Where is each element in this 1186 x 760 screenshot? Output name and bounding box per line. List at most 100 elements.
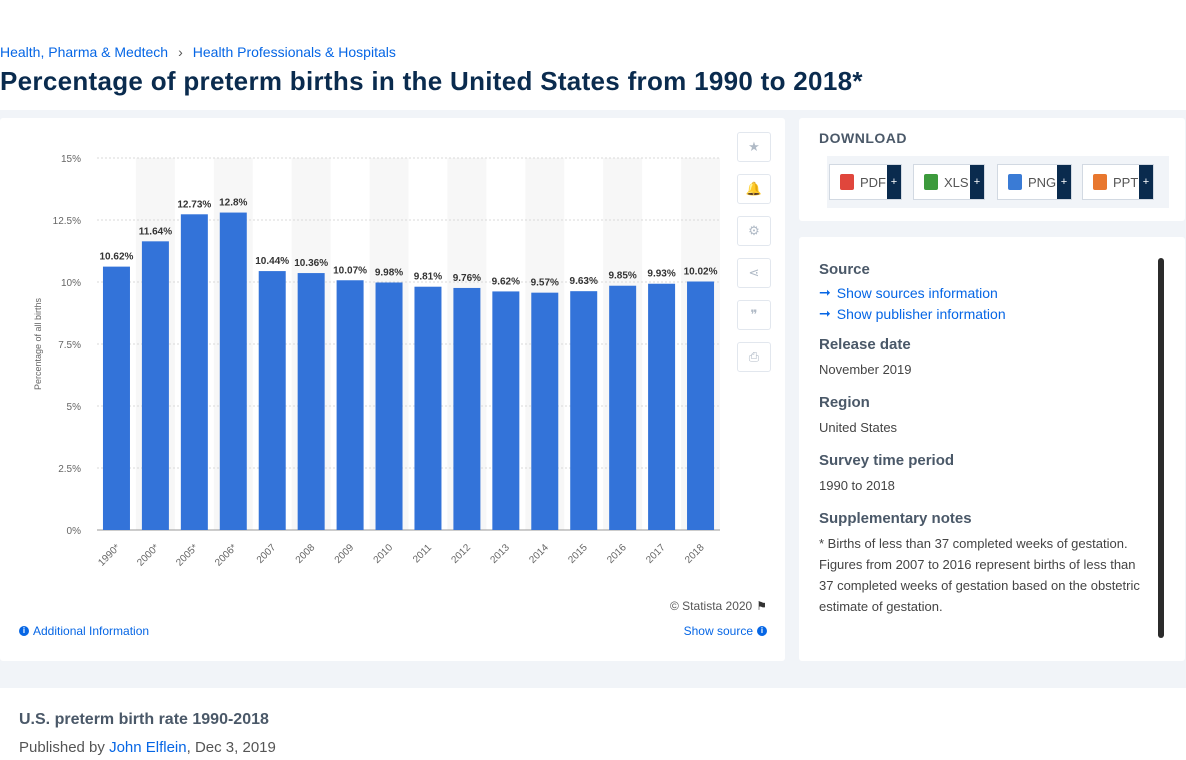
survey-period-value: 1990 to 2018 — [819, 478, 895, 493]
bar — [297, 273, 325, 530]
download-pdf-label: PDF — [860, 174, 886, 190]
bar — [492, 291, 520, 530]
data-label: 12.73% — [177, 199, 211, 210]
download-png-label: PNG — [1028, 174, 1057, 190]
source-label: Source — [819, 261, 870, 278]
data-label: 9.81% — [414, 272, 442, 283]
x-tick-label: 2013 — [488, 542, 512, 566]
share-icon: ⋖ — [748, 265, 760, 280]
x-tick-label: 1990* — [96, 542, 122, 568]
print-icon: ⎙ — [748, 349, 760, 364]
show-source-label: Show source — [683, 624, 753, 638]
plus-icon[interactable]: + — [887, 165, 901, 199]
data-label: 9.98% — [375, 267, 403, 278]
download-title: DOWNLOAD — [819, 130, 907, 146]
download-ppt-button[interactable]: PPT + — [1082, 164, 1154, 200]
breadcrumb-separator: › — [178, 44, 183, 60]
gear-button[interactable]: ⚙ — [737, 216, 771, 246]
favorite-button[interactable]: ★ — [737, 132, 771, 162]
supplementary-note-1: * Births of less than 37 completed weeks… — [819, 536, 1128, 551]
x-tick-label: 2000* — [135, 542, 161, 568]
release-date-value: November 2019 — [819, 362, 912, 377]
download-buttons: PDF + XLS + PNG + PPT + — [827, 156, 1169, 208]
favorite-icon: ★ — [748, 139, 760, 154]
bar-chart: 0% 2.5% 5% 7.5% 10% 12.5% 15% Percentage of all… — [33, 154, 720, 569]
y-axis-label: Percentage of all births — [33, 297, 43, 390]
x-tick-label: 2006* — [213, 542, 239, 568]
x-tick-label: 2005* — [174, 542, 200, 568]
copyright-text: © Statista 2020 — [670, 599, 753, 613]
show-publisher-link[interactable]: ➞ Show publisher information — [819, 305, 1149, 322]
data-label: 9.85% — [608, 271, 636, 282]
bar — [687, 281, 715, 530]
published-prefix: Published by — [19, 739, 110, 756]
download-xls-label: XLS — [944, 174, 969, 190]
bar — [414, 286, 442, 530]
additional-info-label: Additional Information — [33, 624, 150, 638]
data-label: 9.76% — [453, 273, 481, 284]
metadata-content: Source ➞ Show sources information ➞ Show… — [819, 261, 1149, 617]
statistic-summary: U.S. preterm birth rate 1990-2018 Publis… — [0, 688, 1186, 760]
bar — [570, 291, 598, 530]
x-tick-label: 2007 — [255, 542, 279, 566]
data-label: 9.62% — [492, 276, 520, 287]
bar — [102, 266, 130, 530]
page-header: Health, Pharma & Medtech › Health Profes… — [0, 0, 1186, 110]
quote-icon: ❞ — [750, 307, 758, 322]
data-label: 10.44% — [255, 256, 289, 267]
info-icon: i — [19, 626, 29, 636]
download-xls-button[interactable]: XLS + — [913, 164, 985, 200]
x-tick-label: 2008 — [294, 542, 318, 566]
flag-icon[interactable]: ⚑ — [756, 599, 767, 613]
x-tick-label: 2012 — [450, 542, 474, 566]
bar — [453, 287, 481, 530]
plus-icon[interactable]: + — [1139, 165, 1153, 199]
data-label: 9.57% — [531, 278, 559, 289]
breadcrumb-item-health[interactable]: Health, Pharma & Medtech — [0, 44, 169, 60]
bell-button[interactable]: 🔔 — [737, 174, 771, 204]
survey-period-label: Survey time period — [819, 452, 955, 469]
data-label: 10.02% — [684, 267, 718, 278]
author-link[interactable]: John Elflein — [109, 739, 187, 756]
breadcrumb-item-hospitals[interactable]: Health Professionals & Hospitals — [192, 44, 396, 60]
quote-button[interactable]: ❞ — [737, 300, 771, 330]
scrollbar[interactable] — [1158, 258, 1164, 638]
download-pdf-button[interactable]: PDF + — [829, 164, 902, 200]
data-label: 9.63% — [570, 276, 598, 287]
bar — [219, 212, 247, 530]
y-tick-label: 12.5% — [53, 216, 81, 227]
share-button[interactable]: ⋖ — [737, 258, 771, 288]
gear-icon: ⚙ — [748, 223, 760, 238]
region-label: Region — [819, 394, 870, 411]
chart-toolbar: ★ 🔔 ⚙ ⋖ ❞ ⎙ — [737, 132, 773, 384]
show-sources-link[interactable]: ➞ Show sources information — [819, 284, 1149, 301]
supplementary-note-2: Figures from 2007 to 2016 represent birt… — [819, 557, 1140, 614]
plus-icon[interactable]: + — [1057, 165, 1071, 199]
bar — [141, 241, 169, 530]
show-source-link[interactable]: Show source i — [684, 624, 767, 638]
bar — [531, 292, 559, 530]
png-file-icon — [1008, 174, 1022, 190]
y-tick-label: 0% — [67, 526, 82, 537]
data-label: 9.93% — [647, 269, 675, 280]
y-tick-label: 2.5% — [58, 464, 81, 475]
metadata-card: Source ➞ Show sources information ➞ Show… — [799, 237, 1185, 661]
xls-file-icon — [924, 174, 938, 190]
data-label: 12.8% — [219, 198, 247, 209]
bar — [258, 271, 286, 530]
download-png-button[interactable]: PNG + — [997, 164, 1072, 200]
ppt-file-icon — [1093, 174, 1107, 190]
x-tick-label: 2010 — [372, 542, 396, 566]
region-value: United States — [819, 420, 898, 435]
page-title: Percentage of preterm births in the Unit… — [0, 66, 863, 96]
data-label: 10.07% — [333, 265, 367, 276]
plus-icon[interactable]: + — [970, 165, 984, 199]
print-button[interactable]: ⎙ — [737, 342, 771, 372]
data-label: 10.36% — [294, 258, 328, 269]
bar — [180, 214, 208, 530]
x-tick-label: 2015 — [566, 542, 590, 566]
chart-card: 0% 2.5% 5% 7.5% 10% 12.5% 15% Percentage of all… — [0, 118, 785, 661]
x-tick-label: 2014 — [527, 542, 551, 566]
show-sources-label: Show sources information — [836, 284, 998, 301]
additional-info-link[interactable]: i Additional Information — [19, 624, 149, 638]
